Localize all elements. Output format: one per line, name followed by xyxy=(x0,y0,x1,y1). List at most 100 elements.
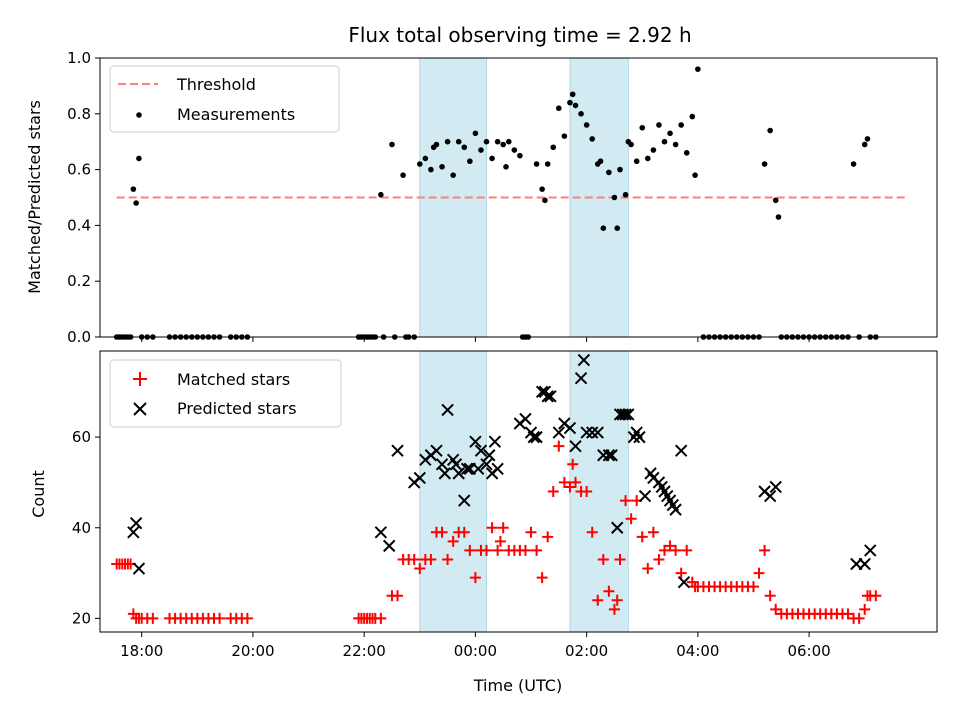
measurement-point xyxy=(864,136,871,142)
measurement-point xyxy=(378,191,384,198)
predicted-point xyxy=(391,444,404,457)
predicted-point xyxy=(460,462,474,476)
measurement-point xyxy=(611,194,618,201)
measurement-point xyxy=(767,127,773,134)
x-tick-label: 04:00 xyxy=(676,642,719,660)
matched-point xyxy=(636,531,648,543)
bottom-legend: Matched stars Predicted stars xyxy=(109,359,342,428)
predicted-point xyxy=(552,426,566,439)
measurement-point xyxy=(775,214,782,220)
measurement-point xyxy=(439,164,445,170)
predicted-point xyxy=(569,439,582,453)
matched-point xyxy=(414,563,426,575)
matched-point xyxy=(458,526,470,538)
predicted-point xyxy=(438,467,452,480)
predicted-point xyxy=(563,421,577,435)
predicted-point xyxy=(541,390,554,403)
matched-point xyxy=(842,608,854,620)
predicted-point xyxy=(129,517,143,530)
matched-point xyxy=(597,553,609,565)
matched-point xyxy=(608,603,620,615)
measurement-point xyxy=(550,144,557,151)
measurement-point xyxy=(133,200,139,206)
measurement-point xyxy=(539,186,545,192)
predicted-point xyxy=(519,412,532,426)
predicted-point xyxy=(483,449,496,462)
measurement-point xyxy=(428,166,434,173)
x-axis-label: Time (UTC) xyxy=(473,676,562,695)
predicted-point xyxy=(132,562,146,575)
x-tick-label: 22:00 xyxy=(343,642,386,660)
matched-point xyxy=(675,567,687,579)
predicted-point xyxy=(441,403,454,417)
measurement-point xyxy=(639,124,646,131)
predicted-point xyxy=(864,544,877,557)
predicted-point xyxy=(527,430,541,444)
top-x-ticks xyxy=(141,337,810,342)
predicted-point xyxy=(669,503,682,516)
predicted-point xyxy=(638,489,652,503)
matched-point xyxy=(542,531,554,543)
measurement-point xyxy=(628,141,634,148)
matched-point xyxy=(525,526,537,538)
measurement-point xyxy=(633,158,640,165)
matched-point xyxy=(647,526,659,538)
matched-point xyxy=(442,553,454,565)
measurement-point xyxy=(130,186,137,192)
measurement-point xyxy=(478,147,484,153)
predicted-point xyxy=(602,449,616,462)
measurement-point xyxy=(455,138,462,145)
matched-point xyxy=(408,553,420,565)
matched-point xyxy=(747,581,759,593)
matched-point xyxy=(653,553,665,565)
matched-point xyxy=(625,513,637,525)
matched-point xyxy=(486,522,498,534)
predicted-point xyxy=(452,467,465,480)
predicted-point xyxy=(616,408,629,421)
matched-point xyxy=(614,553,626,565)
matched-point xyxy=(620,495,632,507)
matched-point xyxy=(553,440,565,452)
measurement-point xyxy=(483,138,490,145)
matched-point xyxy=(670,544,682,556)
measurement-point xyxy=(400,172,406,178)
measurement-point xyxy=(503,164,509,170)
predicted-point xyxy=(544,390,557,403)
predicted-point xyxy=(574,371,588,385)
predicted-point xyxy=(763,489,777,503)
y-tick-label: 0.4 xyxy=(67,216,91,234)
top-axes-frame xyxy=(99,57,938,338)
predicted-point xyxy=(471,462,485,476)
threshold-legend-label: Threshold xyxy=(176,75,256,94)
matched-point xyxy=(497,522,509,534)
predicted-point xyxy=(127,526,140,539)
y-tick-label: 60 xyxy=(72,428,91,446)
count-points xyxy=(111,353,882,624)
matched-legend-label: Matched stars xyxy=(177,370,290,389)
matched-point xyxy=(664,540,676,552)
top-legend-box xyxy=(109,65,340,133)
measurement-point xyxy=(494,138,501,145)
matched-point xyxy=(214,612,226,624)
measurement-point xyxy=(600,225,607,231)
measurement-point xyxy=(589,136,595,142)
measurement-point xyxy=(583,122,590,128)
predicted-point xyxy=(605,449,618,462)
matched-point xyxy=(241,612,253,624)
predicted-point xyxy=(577,353,591,367)
measurement-point xyxy=(650,147,657,153)
predicted-point xyxy=(674,444,688,457)
predicted-point xyxy=(430,444,443,457)
measurements-legend-label: Measurements xyxy=(177,105,295,124)
x-tick-label: 18:00 xyxy=(120,642,163,660)
measurement-point xyxy=(683,150,690,156)
measurement-point xyxy=(692,172,698,178)
y-tick-label: 40 xyxy=(72,519,91,537)
matched-point xyxy=(770,603,782,615)
matched-point xyxy=(536,572,548,584)
matched-point xyxy=(425,553,437,565)
predicted-point xyxy=(488,435,502,448)
bottom-y-ticks: 20 40 60 xyxy=(72,428,100,627)
measurements-legend-swatch xyxy=(136,112,142,118)
